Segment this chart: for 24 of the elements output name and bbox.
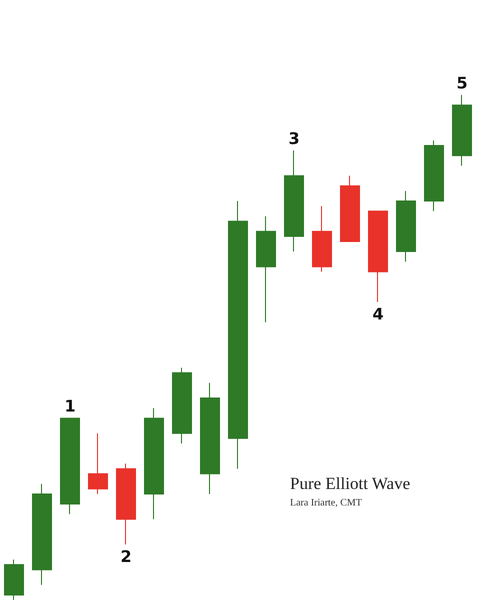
annotation: 5 <box>456 74 468 92</box>
candlestick <box>256 216 276 323</box>
candlestick <box>228 200 248 470</box>
candlestick <box>396 190 416 262</box>
annotation: 4 <box>372 304 384 324</box>
annotation: 1 <box>64 396 76 416</box>
candlestick <box>116 463 136 545</box>
candlestick <box>60 418 80 515</box>
candlestick <box>452 94 472 166</box>
text: Pure Elliott Wave <box>290 474 410 493</box>
candlestick <box>200 382 220 494</box>
candlestick <box>284 150 304 252</box>
candlestick <box>312 206 332 272</box>
candlestick <box>32 483 52 586</box>
candlestick <box>368 210 388 303</box>
candlestick <box>340 175 360 242</box>
candlestick <box>424 140 444 212</box>
text: Lara Iriarte, CMT <box>290 498 362 508</box>
annotation: 3 <box>288 129 300 148</box>
annotation: 2 <box>120 546 132 566</box>
candlestick <box>4 559 24 600</box>
candlestick <box>88 432 108 494</box>
candlestick <box>172 367 192 444</box>
candlestick <box>144 408 164 520</box>
